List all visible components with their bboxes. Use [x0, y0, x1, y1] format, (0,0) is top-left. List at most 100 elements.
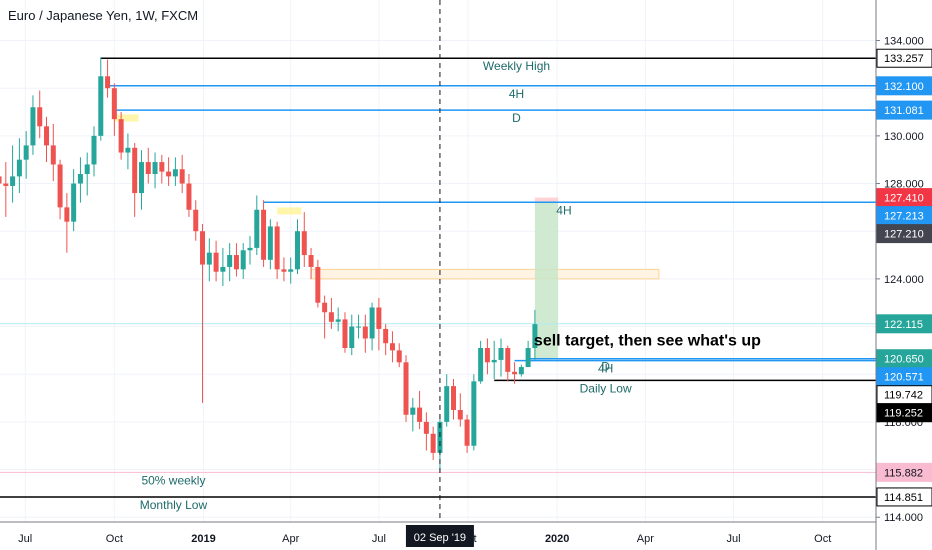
level-label: D	[601, 360, 610, 374]
candle-body	[437, 421, 443, 453]
x-tick-label: Oct	[814, 533, 831, 545]
candle-body	[512, 371, 518, 375]
candle-body	[30, 107, 36, 146]
x-tick-label: Oct	[106, 533, 123, 545]
chart-title: Euro / Japanese Yen, 1W, FXCM	[8, 8, 199, 23]
candle-body	[498, 348, 504, 360]
price-tag: 132.100	[884, 81, 924, 93]
price-tag: 127.210	[884, 229, 924, 241]
candle-body	[423, 421, 429, 434]
candle-body	[118, 119, 124, 153]
zones	[114, 114, 660, 359]
candle-body	[200, 231, 206, 265]
candle-body	[267, 226, 273, 260]
level-label: 4H	[556, 203, 571, 217]
candle-body	[159, 162, 165, 172]
x-tick-label: 2020	[545, 533, 569, 545]
candle-body	[383, 328, 389, 344]
candle-body	[369, 307, 375, 339]
candle-body	[478, 348, 484, 382]
candle-body	[491, 359, 497, 363]
candle-body	[301, 231, 307, 256]
level-lines	[0, 57, 876, 498]
price-tag-bg	[876, 100, 932, 120]
candle-body	[403, 362, 409, 415]
candle-body	[505, 348, 511, 372]
candle-body	[254, 209, 260, 248]
candle-body	[376, 307, 382, 329]
candle-body	[64, 207, 70, 222]
candle-body	[261, 209, 267, 260]
candle-body	[471, 381, 477, 446]
candle-body	[23, 145, 29, 160]
price-tag: 127.410	[884, 193, 924, 205]
candle-body	[111, 88, 117, 120]
candle-body	[3, 183, 9, 186]
price-tag: 120.650	[884, 354, 924, 366]
candle-body	[152, 162, 158, 174]
price-tag: 127.213	[884, 211, 924, 223]
candle-body	[417, 407, 423, 422]
price-tag-bg	[876, 76, 932, 96]
candle-body	[193, 209, 199, 232]
x-tick-label: 2019	[191, 533, 215, 545]
candle-body	[274, 226, 280, 270]
candle-body	[71, 183, 77, 222]
candle-body	[186, 183, 192, 210]
candle-body	[451, 386, 457, 410]
y-tick-label: 124.000	[884, 274, 924, 286]
candle-body	[410, 407, 416, 415]
tag-black-outline: 133.257	[884, 53, 924, 65]
crosshair-date-tag	[405, 525, 474, 547]
candle-body	[240, 250, 246, 270]
candle-body	[247, 247, 253, 251]
x-tick-label: Jul	[372, 533, 386, 545]
candle-body	[132, 147, 138, 194]
y-tick-label: 134.000	[884, 36, 924, 48]
candle-body	[294, 231, 300, 270]
level-label: Daily Low	[580, 381, 632, 395]
candle-body	[288, 269, 294, 272]
x-tick-label: Jul	[727, 533, 741, 545]
candle-body	[91, 135, 97, 165]
y-tick-label: 128.000	[884, 179, 924, 191]
candle-body	[308, 255, 314, 267]
candle-body	[430, 433, 436, 453]
candle-body	[37, 107, 43, 127]
level-label: Weekly High	[483, 59, 550, 73]
x-tick-label: Apr	[637, 533, 654, 545]
price-tag: 122.115	[884, 319, 923, 331]
candle-body	[233, 255, 239, 270]
y-tick-label: 114.000	[884, 512, 923, 524]
candle-body	[525, 348, 531, 368]
candle-body	[0, 176, 2, 184]
candle-body	[16, 159, 22, 177]
candle-body	[362, 326, 368, 339]
price-tag-bg	[876, 224, 932, 244]
candle-body	[457, 409, 463, 420]
candle-body	[518, 367, 524, 375]
target-zone	[534, 202, 559, 359]
candles	[0, 57, 538, 472]
crosshair-date-label: 02 Sep '19	[414, 532, 466, 544]
candle-body	[356, 326, 362, 328]
level-label: Monthly Low	[140, 498, 208, 512]
candle-body	[138, 162, 144, 194]
candle-body	[322, 302, 328, 313]
price-tag: 120.571	[884, 372, 924, 384]
level-label: 50% weekly	[141, 473, 205, 487]
level-label: D	[512, 111, 521, 125]
x-tick-label: Apr	[282, 533, 299, 545]
y-tick-label: 130.000	[884, 131, 924, 143]
candle-body	[105, 76, 111, 89]
level-label: 4H	[509, 87, 524, 101]
sell-target-annotation: sell target, then see what's up	[534, 333, 761, 350]
price-tag-bg	[876, 314, 932, 334]
stop-zone	[534, 197, 559, 203]
candle-body	[206, 252, 212, 265]
candle-body	[220, 266, 226, 272]
candle-body	[125, 147, 131, 153]
price-tag: 115.882	[884, 467, 923, 479]
candle-body	[389, 343, 395, 351]
candle-body	[335, 319, 341, 322]
